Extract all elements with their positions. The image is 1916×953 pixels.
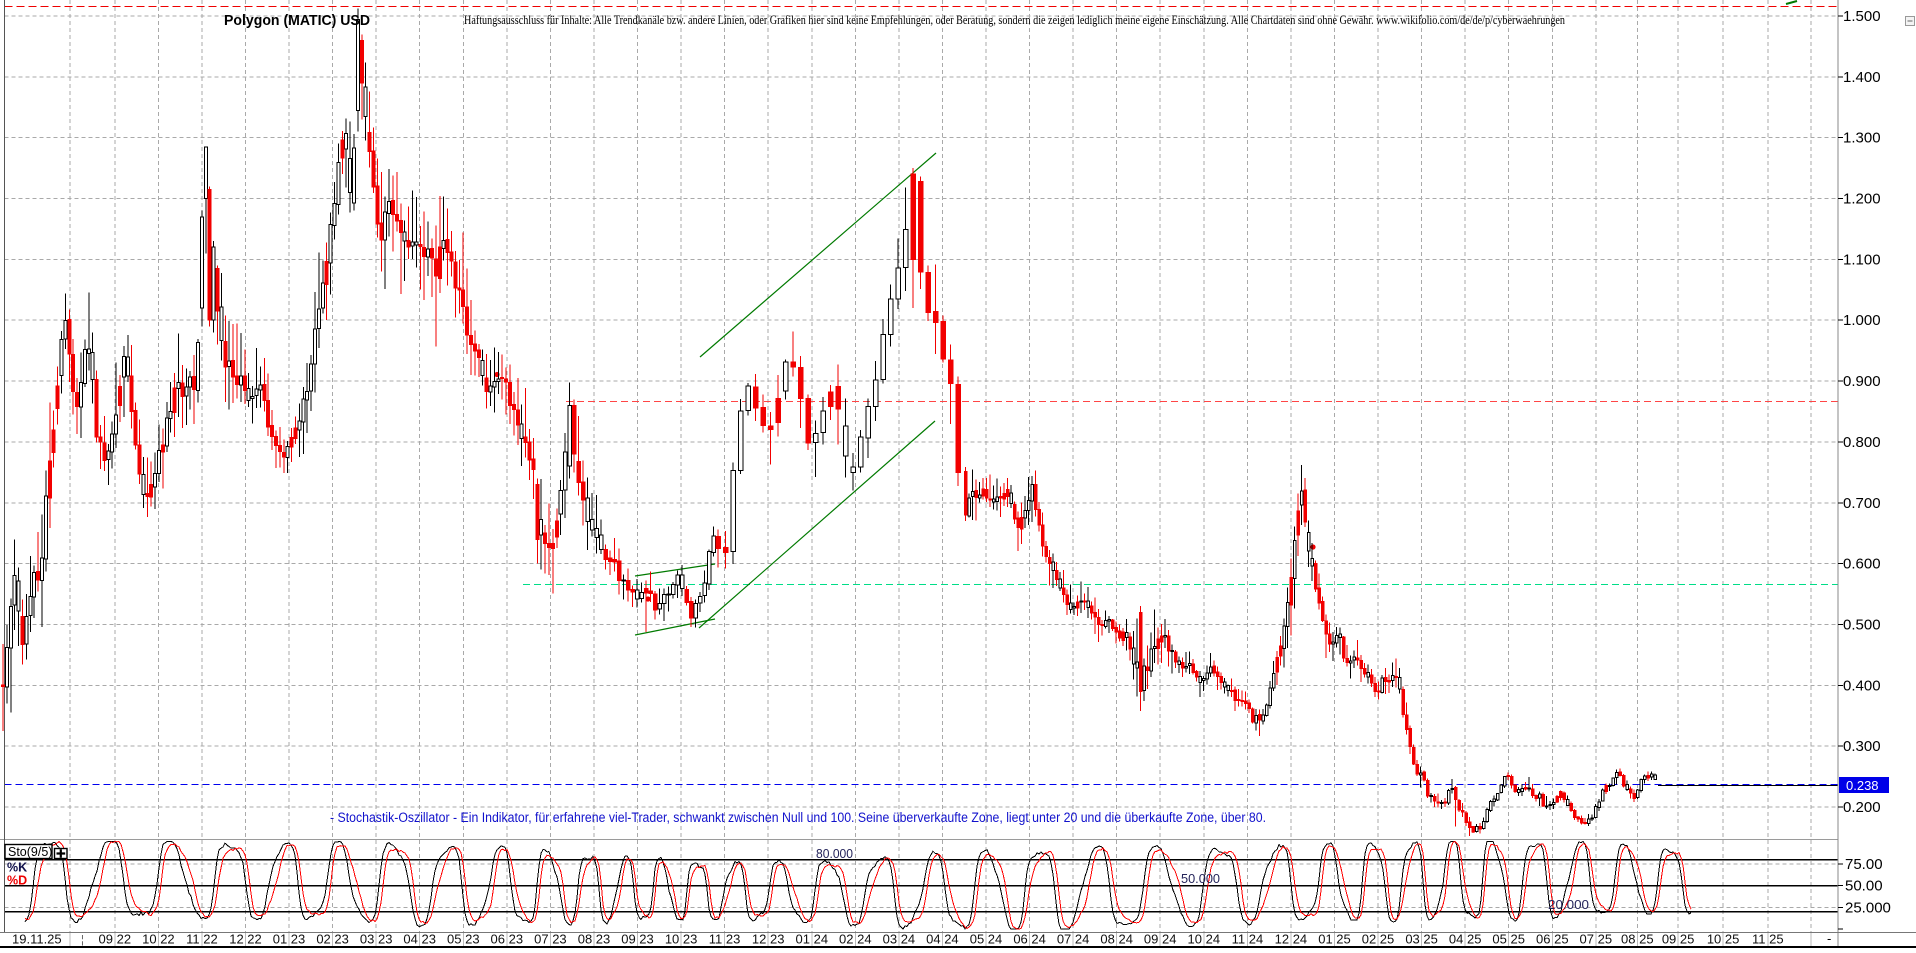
svg-text:50.00: 50.00: [1845, 878, 1883, 895]
svg-text:09 22: 09 22: [99, 932, 132, 947]
svg-text:09 24: 09 24: [1144, 932, 1177, 947]
svg-text:10 23: 10 23: [665, 932, 698, 947]
svg-text:0.600: 0.600: [1843, 556, 1881, 573]
svg-text:80.000: 80.000: [816, 846, 853, 861]
svg-text:0.800: 0.800: [1843, 434, 1881, 451]
svg-text:- Stochastik-Oszillator - Ein: - Stochastik-Oszillator - Ein Indikator,…: [330, 810, 1266, 825]
svg-text:0.238: 0.238: [1846, 778, 1879, 793]
svg-text:02 23: 02 23: [316, 932, 349, 947]
svg-text:11 25: 11 25: [1752, 932, 1784, 947]
svg-text:19.11.25: 19.11.25: [12, 932, 62, 947]
svg-text:1.300: 1.300: [1843, 130, 1881, 147]
svg-text:0.300: 0.300: [1843, 738, 1881, 755]
svg-text:11 23: 11 23: [709, 932, 741, 947]
svg-text:05 25: 05 25: [1492, 932, 1525, 947]
svg-text:03 25: 03 25: [1405, 932, 1438, 947]
svg-text:1.500: 1.500: [1843, 8, 1881, 25]
svg-text:0.200: 0.200: [1843, 799, 1881, 816]
svg-text:11 22: 11 22: [186, 932, 218, 947]
svg-text:50.000: 50.000: [1181, 871, 1220, 886]
svg-text:06 25: 06 25: [1536, 932, 1569, 947]
svg-text:12 24: 12 24: [1275, 932, 1308, 947]
svg-text:05 24: 05 24: [970, 932, 1003, 947]
svg-text:02 25: 02 25: [1362, 932, 1395, 947]
svg-text:08 24: 08 24: [1100, 932, 1133, 947]
svg-text:1.200: 1.200: [1843, 191, 1881, 208]
svg-text:04 24: 04 24: [926, 932, 959, 947]
svg-text:Polygon (MATIC) USD: Polygon (MATIC) USD: [224, 12, 370, 29]
svg-text:03 24: 03 24: [883, 932, 916, 947]
svg-text:0.700: 0.700: [1843, 495, 1881, 512]
svg-text:Sto(9/5): Sto(9/5): [8, 845, 52, 859]
svg-text:01 23: 01 23: [273, 932, 306, 947]
svg-text:10 24: 10 24: [1188, 932, 1221, 947]
svg-text:03 23: 03 23: [360, 932, 393, 947]
svg-text:01 24: 01 24: [796, 932, 829, 947]
svg-text:07 25: 07 25: [1580, 932, 1613, 947]
svg-text:09 25: 09 25: [1662, 932, 1695, 947]
svg-text:07 24: 07 24: [1057, 932, 1090, 947]
svg-text:75.00: 75.00: [1845, 856, 1883, 873]
svg-text:0.900: 0.900: [1843, 373, 1881, 390]
svg-text:04 23: 04 23: [403, 932, 436, 947]
svg-text:%K: %K: [7, 861, 27, 875]
svg-text:08 23: 08 23: [578, 932, 611, 947]
svg-text:20.000: 20.000: [1548, 897, 1589, 912]
svg-text:02 24: 02 24: [839, 932, 872, 947]
svg-text:11 24: 11 24: [1232, 932, 1264, 947]
svg-text:Haftungsausschluss für Inhalte: Haftungsausschluss für Inhalte: Alle Tre…: [464, 13, 1566, 27]
svg-text:0.400: 0.400: [1843, 677, 1881, 694]
svg-text:12 22: 12 22: [229, 932, 262, 947]
svg-text:01 25: 01 25: [1318, 932, 1351, 947]
svg-text:-: -: [1827, 931, 1831, 946]
svg-text:08 25: 08 25: [1621, 932, 1654, 947]
svg-text:1.400: 1.400: [1843, 69, 1881, 86]
svg-text:%D: %D: [7, 874, 27, 888]
svg-text:10 25: 10 25: [1707, 932, 1740, 947]
svg-text:1.000: 1.000: [1843, 312, 1881, 329]
svg-text:¦: ¦: [81, 934, 84, 946]
svg-text:07 23: 07 23: [534, 932, 567, 947]
svg-text:10 22: 10 22: [142, 932, 175, 947]
svg-text:06 23: 06 23: [491, 932, 524, 947]
svg-text:04 25: 04 25: [1449, 932, 1482, 947]
svg-text:25.000: 25.000: [1845, 899, 1891, 916]
svg-text:0.500: 0.500: [1843, 617, 1881, 634]
svg-text:1.100: 1.100: [1843, 251, 1881, 268]
svg-text:06 24: 06 24: [1013, 932, 1046, 947]
svg-text:05 23: 05 23: [447, 932, 480, 947]
svg-text:12 23: 12 23: [752, 932, 785, 947]
svg-text:09 23: 09 23: [621, 932, 654, 947]
